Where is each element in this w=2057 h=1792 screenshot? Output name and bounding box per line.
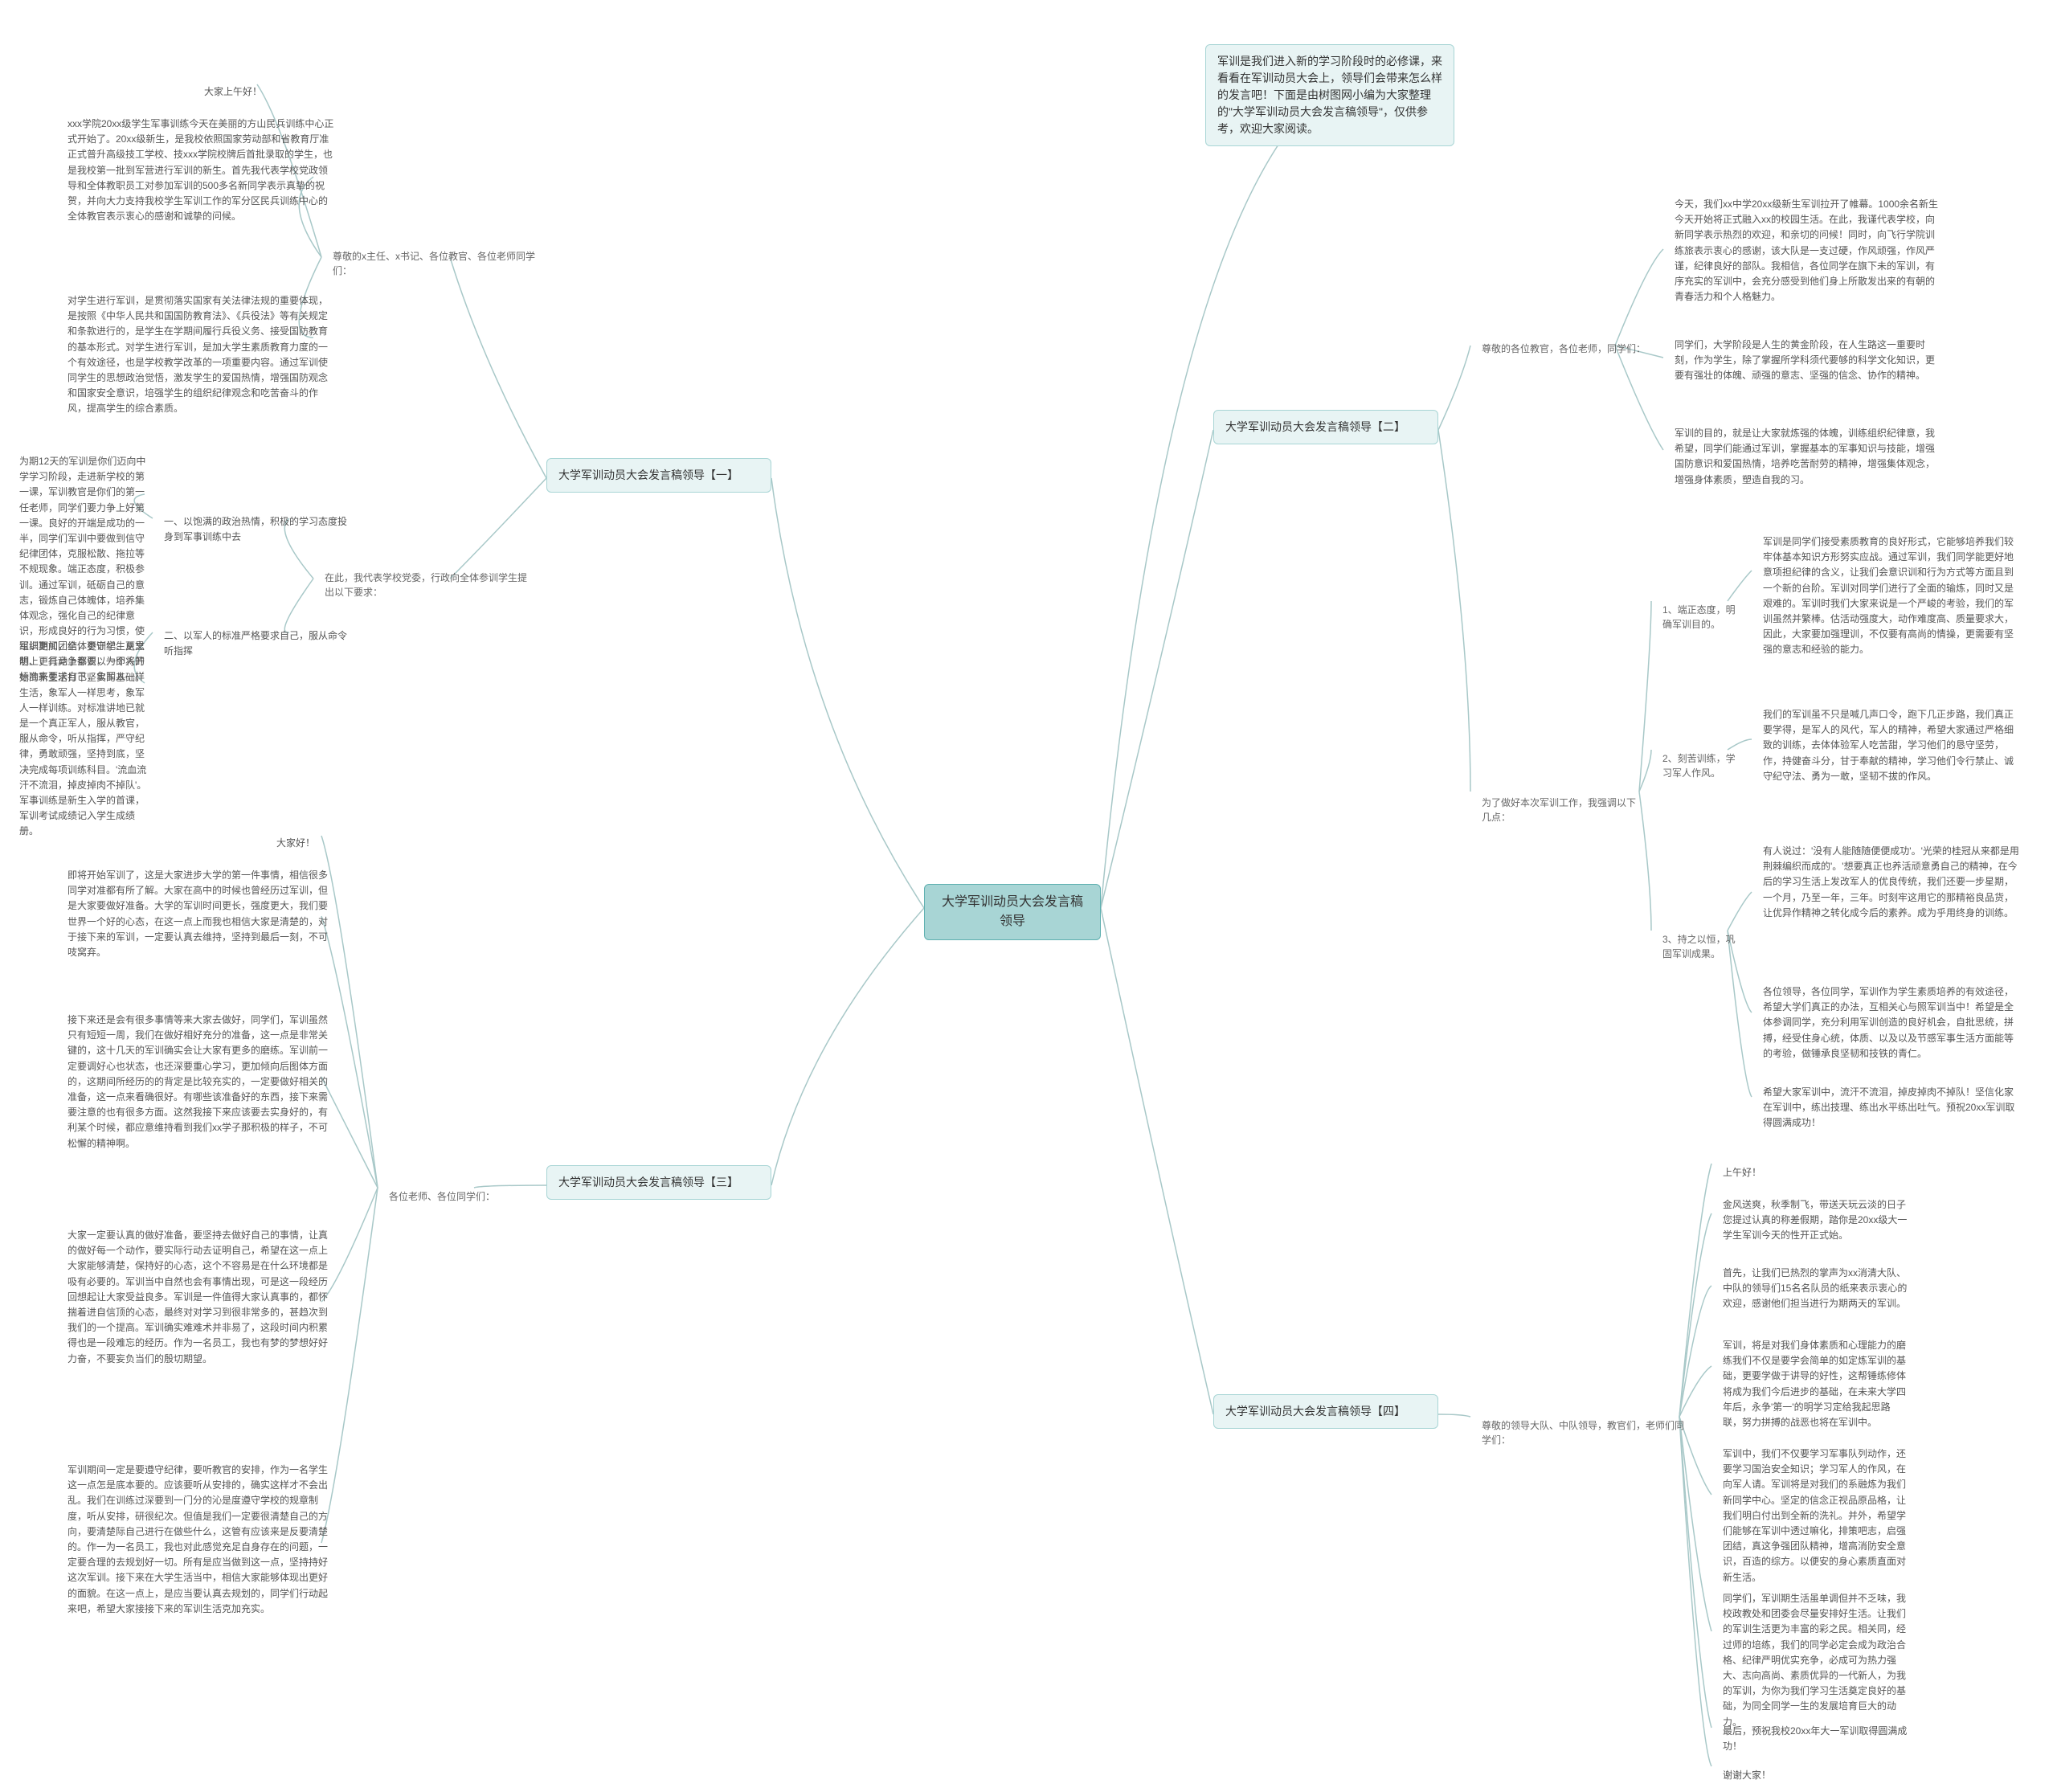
leaf-text: 接下来还是会有很多事情等来大家去做好，同学们，军训虽然只有短短一周，我们在做好相… <box>56 1004 346 1160</box>
right-extra-text: 有人说过：'没有人能随随便便成功'。'光荣的桂冠从来都是用荆棘编织而成的'。'想… <box>1752 836 2033 929</box>
leaf-text: 最后，预祝我校20xx年大一军训取得圆满成功！ <box>1711 1716 1920 1762</box>
sub-label: 在此，我代表学校党委，行政向全体参训学生提出以下要求： <box>313 563 538 608</box>
leaf-text: 对学生进行军训，是贯彻落实国家有关法律法规的重要体现，是按照《中华人民共和国国防… <box>56 285 346 425</box>
intro-box: 军训是我们进入新的学习阶段时的必修课，来看看在军训动员大会上，领导们会带来怎么样… <box>1205 44 1454 146</box>
center-title: 大学军训动员大会发言稿领导 <box>942 895 1083 928</box>
right-extra-title: 1、端正态度，明确军训目的。 <box>1651 595 1748 640</box>
leaf-text: 即将开始军训了，这是大家进步大学的第一件事情，相信很多同学对准都有所了解。大家在… <box>56 860 346 968</box>
right-extra-title: 2、刻苦训练，学习军人作风。 <box>1651 743 1748 788</box>
leaf-text: 同学们，军训期生活虽单调但并不乏味，我校政教处和团委会尽量安排好生活。让我们的军… <box>1711 1583 1920 1738</box>
right-extra-text: 军训是同学们接受素质教育的良好形式，它能够培养我们较牢体基本知识方形努实应战。通… <box>1752 526 2033 666</box>
leaf-text: 大家好！ <box>265 828 326 859</box>
leaf-text: 今天，我们xx中学20xx级新生军训拉开了帷幕。1000余名新生今天开始将正式融… <box>1663 189 1953 313</box>
sub-label: 尊敬的各位教官，各位老师，同学们： <box>1470 333 1657 364</box>
leaf-text: 军训的目的，就是让大家就炼强的体魄，训练组织纪律意，我希望，同学们能通过军训，掌… <box>1663 418 1953 496</box>
leaf-text: 首先，让我们已热烈的掌声为xx消清大队、中队的领导们15名名队员的纸来表示衷心的… <box>1711 1258 1920 1320</box>
leaf-subtext: 军训期间，全体参训学生从思想上，行动上都要以一个人的标准来要求自己，象军人一样生… <box>8 631 161 847</box>
leaf-text: 大家一定要认真的做好准备，要坚持去做好自己的事情，让真的做好每一个动作，要实际行… <box>56 1220 346 1375</box>
center-node: 大学军训动员大会发言稿领导 <box>924 884 1101 940</box>
watermark: 树图 shutu.cn <box>382 877 640 996</box>
right-extra-title: 3、持之以恒，巩固军训成果。 <box>1651 924 1748 969</box>
branch-node: 大学军训动员大会发言稿领导【二】 <box>1213 410 1438 444</box>
right-extra-text: 我们的军训虽不只是喊几声口令，跑下几正步路，我们真正要学得，是军人的风代，军人的… <box>1752 699 2033 792</box>
right-extra-text: 各位领导，各位同学，军训作为学生素质培养的有效途径，希望大学们真正的办法，互相关… <box>1752 976 2033 1070</box>
sub-label: 尊敬的领导大队、中队领导，教官们，老师们同学们： <box>1470 1410 1695 1455</box>
leaf-text: 谢谢大家！ <box>1711 1760 1782 1791</box>
intro-text: 军训是我们进入新的学习阶段时的必修课，来看看在军训动员大会上，领导们会带来怎么样… <box>1217 55 1442 135</box>
sub-label: 各位老师、各位同学们： <box>378 1181 506 1212</box>
branch-node: 大学军训动员大会发言稿领导【三】 <box>546 1165 771 1200</box>
leaf-text: 大家上午好！ <box>193 76 273 108</box>
branch-node: 大学军训动员大会发言稿领导【四】 <box>1213 1394 1438 1429</box>
branch-node: 大学军训动员大会发言稿领导【一】 <box>546 458 771 493</box>
leaf-text: 上午好！ <box>1711 1157 1773 1189</box>
leaf-text: xxx学院20xx级学生军事训练今天在美丽的方山民兵训练中心正式开始了。20xx… <box>56 108 346 232</box>
leaf-text: 同学们，大学阶段是人生的黄金阶段，在人生路这一重要时刻，作为学生，除了掌握所学科… <box>1663 329 1953 392</box>
leaf-text: 军训期间一定是要遵守纪律，要听教官的安排，作为一名学生这一点怎是底本要的。应该要… <box>56 1454 346 1625</box>
right-extra-heading: 为了做好本次军训工作，我强调以下几点： <box>1470 788 1647 833</box>
leaf-text: 军训，将是对我们身体素质和心理能力的磨练我们不仅是要学会简单的如定炼军训的基础，… <box>1711 1330 1920 1438</box>
sub-label: 尊敬的x主任、x书记、各位教官、各位老师同学们： <box>321 241 546 286</box>
leaf-text: 一、以饱满的政治热情，积极的学习态度投身到军事训练中去 <box>153 506 362 553</box>
leaf-text: 军训中，我们不仅要学习军事队列动作，还要学习国治安全知识；学习军人的作风，在向军… <box>1711 1438 1920 1594</box>
leaf-text: 二、以军人的标准严格要求自己，服从命令听指挥 <box>153 620 362 667</box>
leaf-text: 金风送爽，秋季制飞，带送天玩云淡的日子您提过认真的称差假期，踏你是20xx级大一… <box>1711 1189 1920 1252</box>
right-extra-text: 希望大家军训中，流汗不流泪，掉皮掉肉不掉队！坚信化家在军训中，练出技理、练出水平… <box>1752 1077 2033 1139</box>
